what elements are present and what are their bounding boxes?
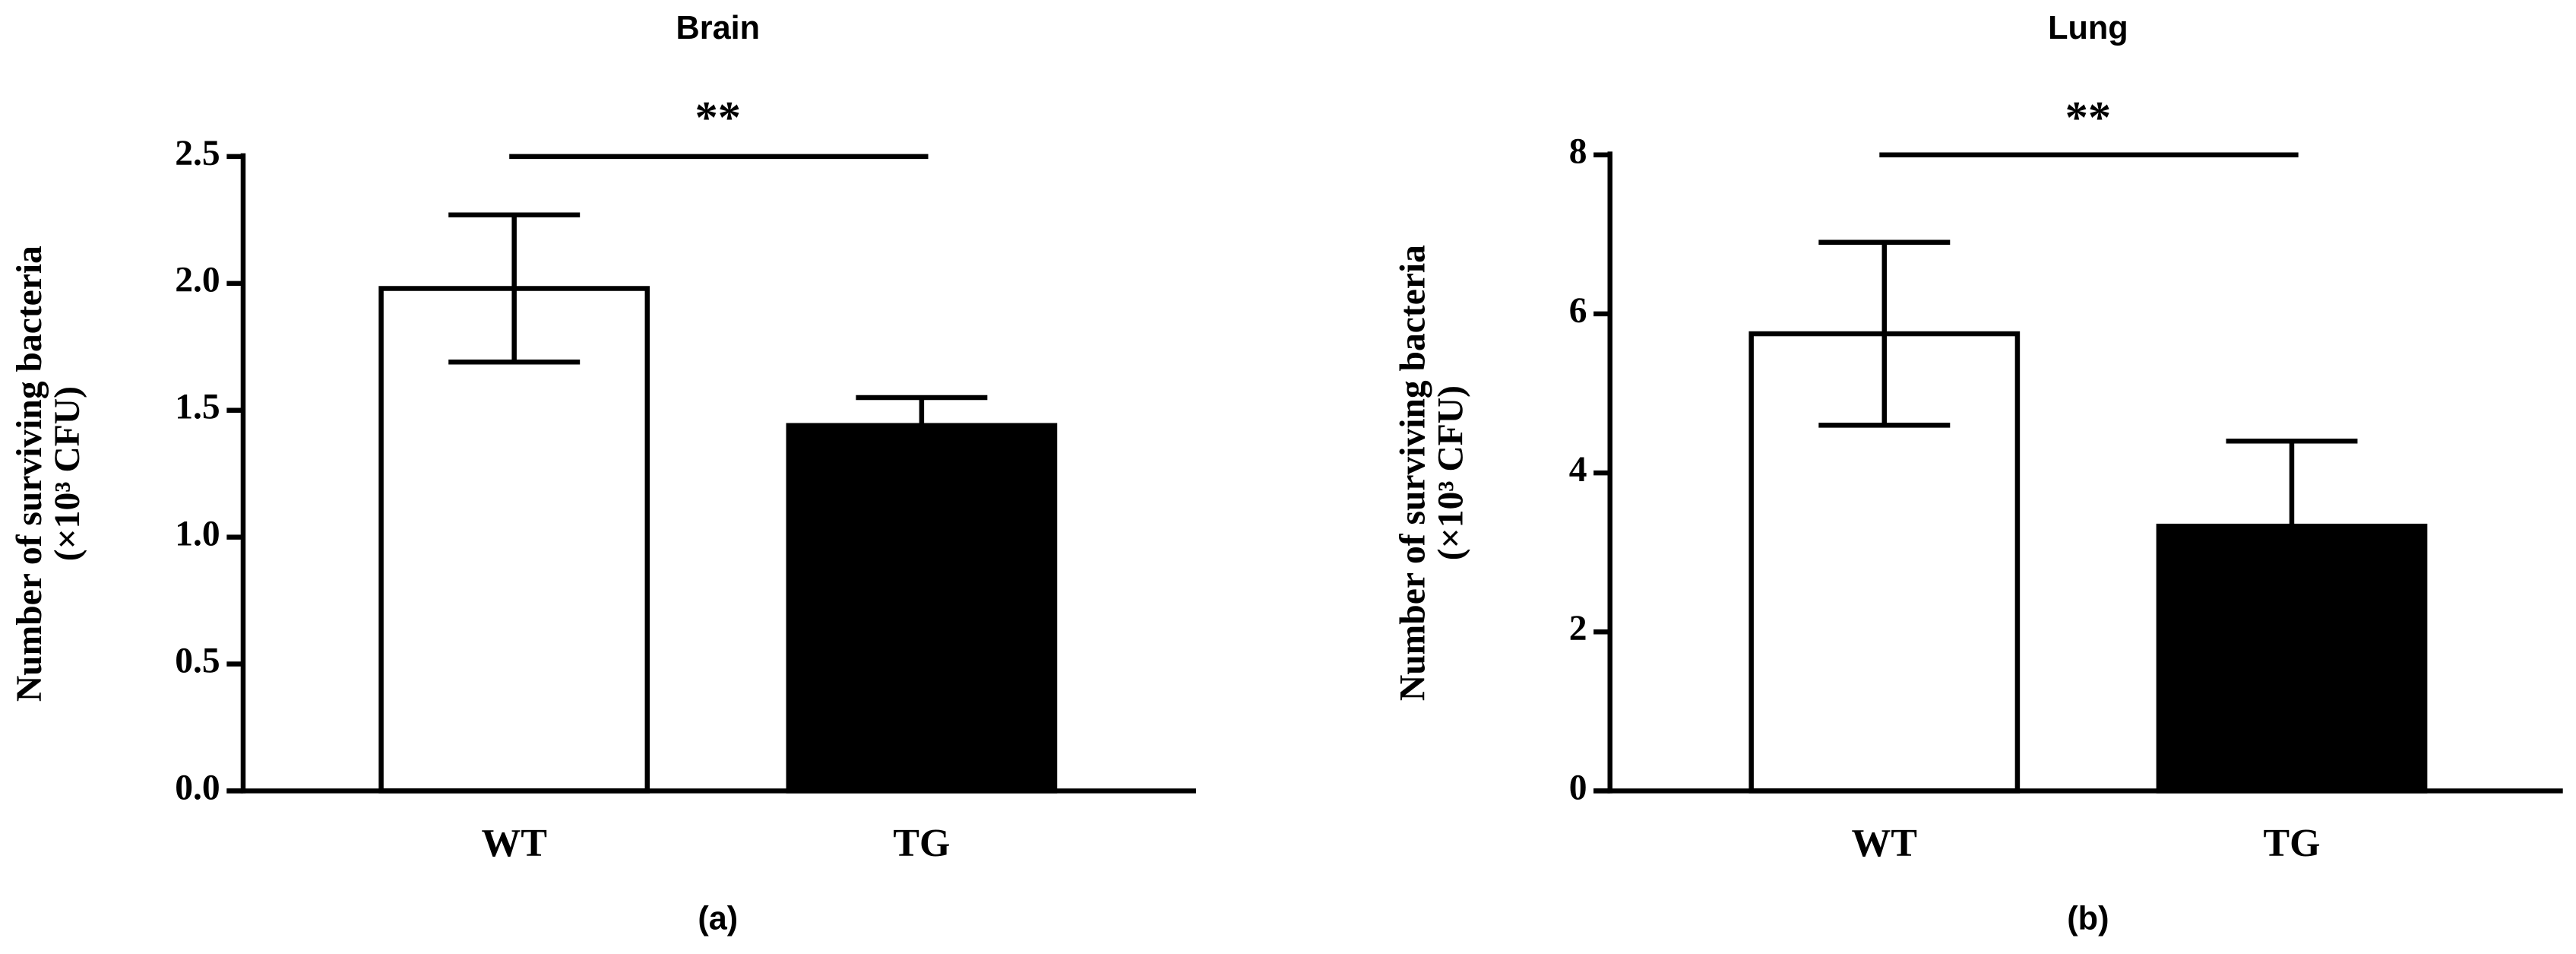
significance-label: ** [2065, 92, 2112, 143]
y-tick-label: 4 [1569, 450, 1587, 490]
panel-label: (b) [2067, 901, 2109, 937]
y-tick-label: 6 [1569, 291, 1587, 331]
bar [2156, 523, 2428, 794]
y-tick-label: 1.0 [175, 515, 220, 554]
x-tick-label: WT [1852, 822, 1917, 865]
significance-label: ** [695, 92, 742, 143]
y-tick-label: 0.0 [175, 768, 220, 807]
x-tick-label: TG [893, 822, 950, 865]
y-axis-unit: (×10³ CFU) [1431, 385, 1470, 560]
y-axis-unit: (×10³ CFU) [48, 386, 87, 561]
bar [378, 286, 650, 794]
x-tick-label: TG [2263, 822, 2320, 865]
y-tick-label: 2.5 [175, 134, 220, 173]
chart-title: Brain [676, 10, 760, 46]
y-tick-label: 2.0 [175, 261, 220, 300]
y-tick-label: 0 [1569, 768, 1587, 807]
x-tick-label: WT [481, 822, 546, 865]
chart-title: Lung [2048, 10, 2128, 46]
y-axis-label: Number of surviving bacteria [10, 246, 49, 702]
panel-label: (a) [698, 901, 738, 937]
y-axis-label: Number of surviving bacteria [1394, 245, 1433, 701]
y-tick-label: 0.5 [175, 641, 220, 680]
y-tick-label: 8 [1569, 132, 1587, 172]
y-tick-label: 1.5 [175, 388, 220, 427]
y-tick-label: 2 [1569, 609, 1587, 648]
bar [786, 423, 1058, 794]
